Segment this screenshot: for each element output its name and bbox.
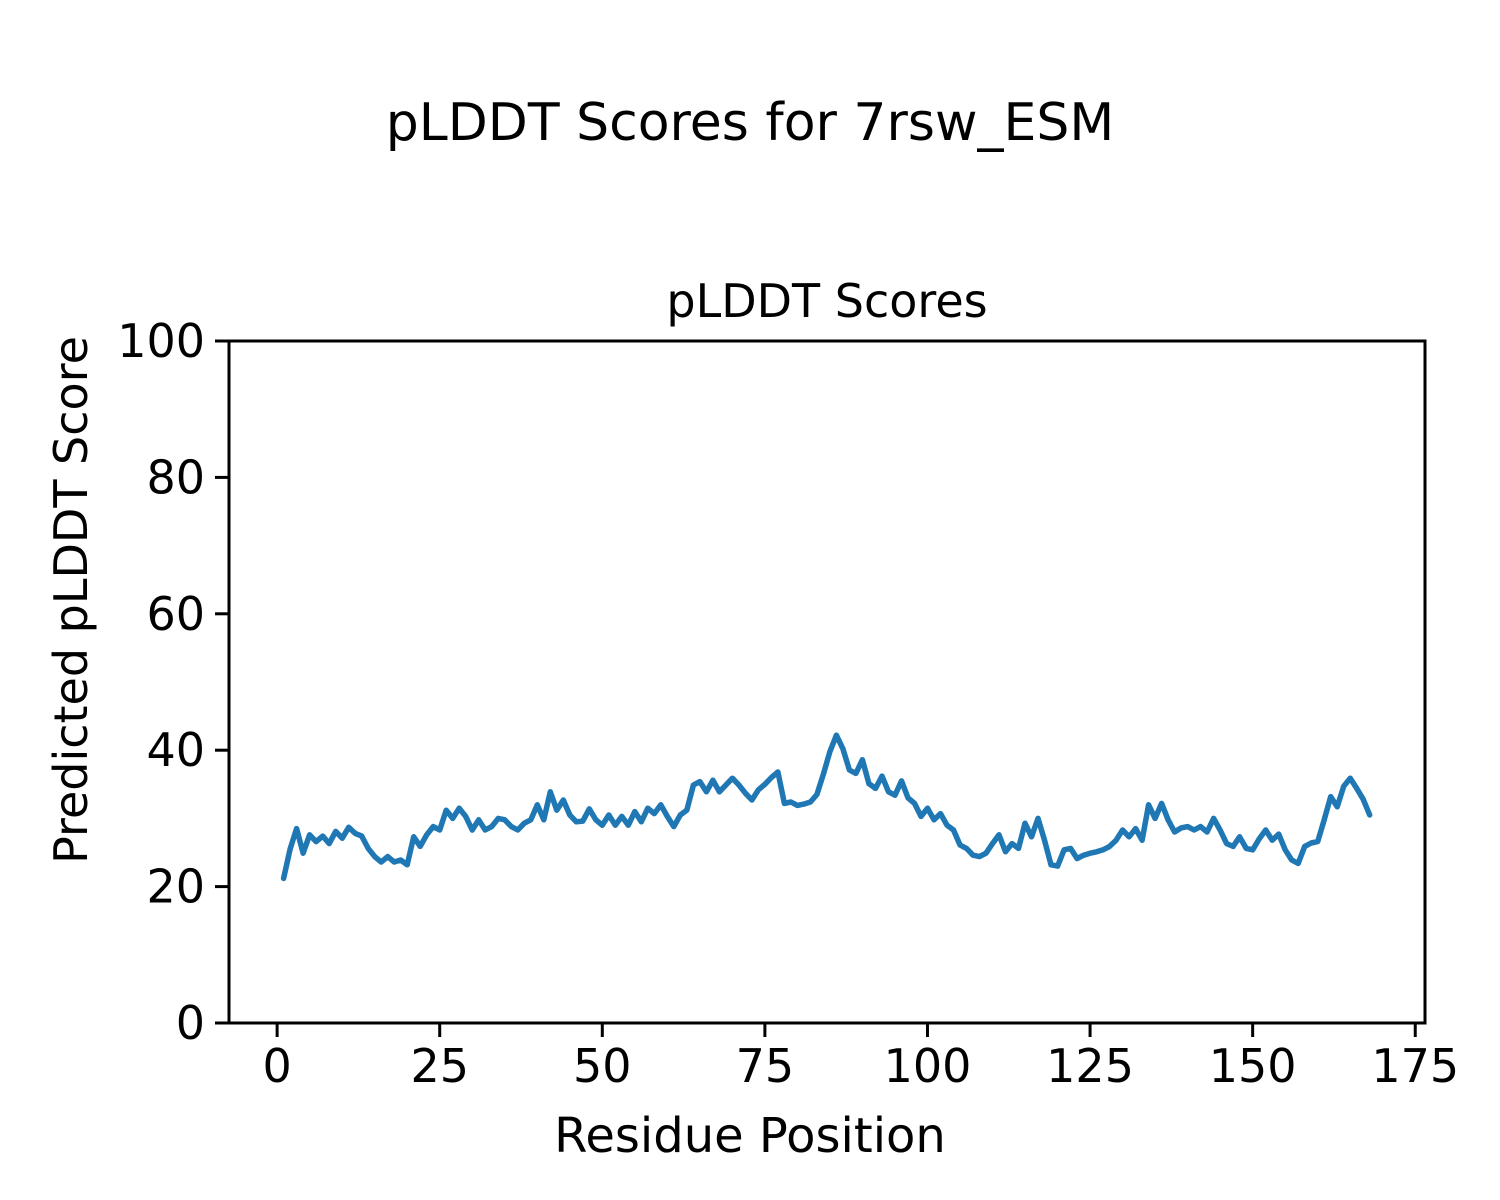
y-tick-label: 40 xyxy=(146,723,205,777)
x-tick-label: 50 xyxy=(573,1039,632,1093)
y-tick-label: 20 xyxy=(146,860,205,914)
y-tick-label: 60 xyxy=(146,587,205,641)
x-tick-label: 175 xyxy=(1371,1039,1459,1093)
axes-title: pLDDT Scores xyxy=(666,274,987,328)
y-axis-label: Predicted pLDDT Score xyxy=(44,336,98,864)
y-axis-ticks: 0 20 40 60 80 100 xyxy=(117,314,229,1050)
y-tick-label: 100 xyxy=(117,314,205,368)
x-tick-label: 150 xyxy=(1209,1039,1297,1093)
x-tick-label: 100 xyxy=(884,1039,972,1093)
x-tick-label: 0 xyxy=(262,1039,291,1093)
plot-border xyxy=(227,339,1427,1025)
x-axis-ticks: 0 25 50 75 100 125 150 175 xyxy=(262,1023,1459,1093)
plddt-line-series xyxy=(280,732,1373,882)
x-tick-label: 125 xyxy=(1046,1039,1134,1093)
x-axis-label: Residue Position xyxy=(554,1108,946,1164)
x-tick-label: 75 xyxy=(736,1039,795,1093)
y-tick-label: 80 xyxy=(146,450,205,504)
x-tick-label: 25 xyxy=(410,1039,469,1093)
figure-title: pLDDT Scores for 7rsw_ESM xyxy=(386,93,1114,153)
y-tick-label: 0 xyxy=(176,996,205,1050)
